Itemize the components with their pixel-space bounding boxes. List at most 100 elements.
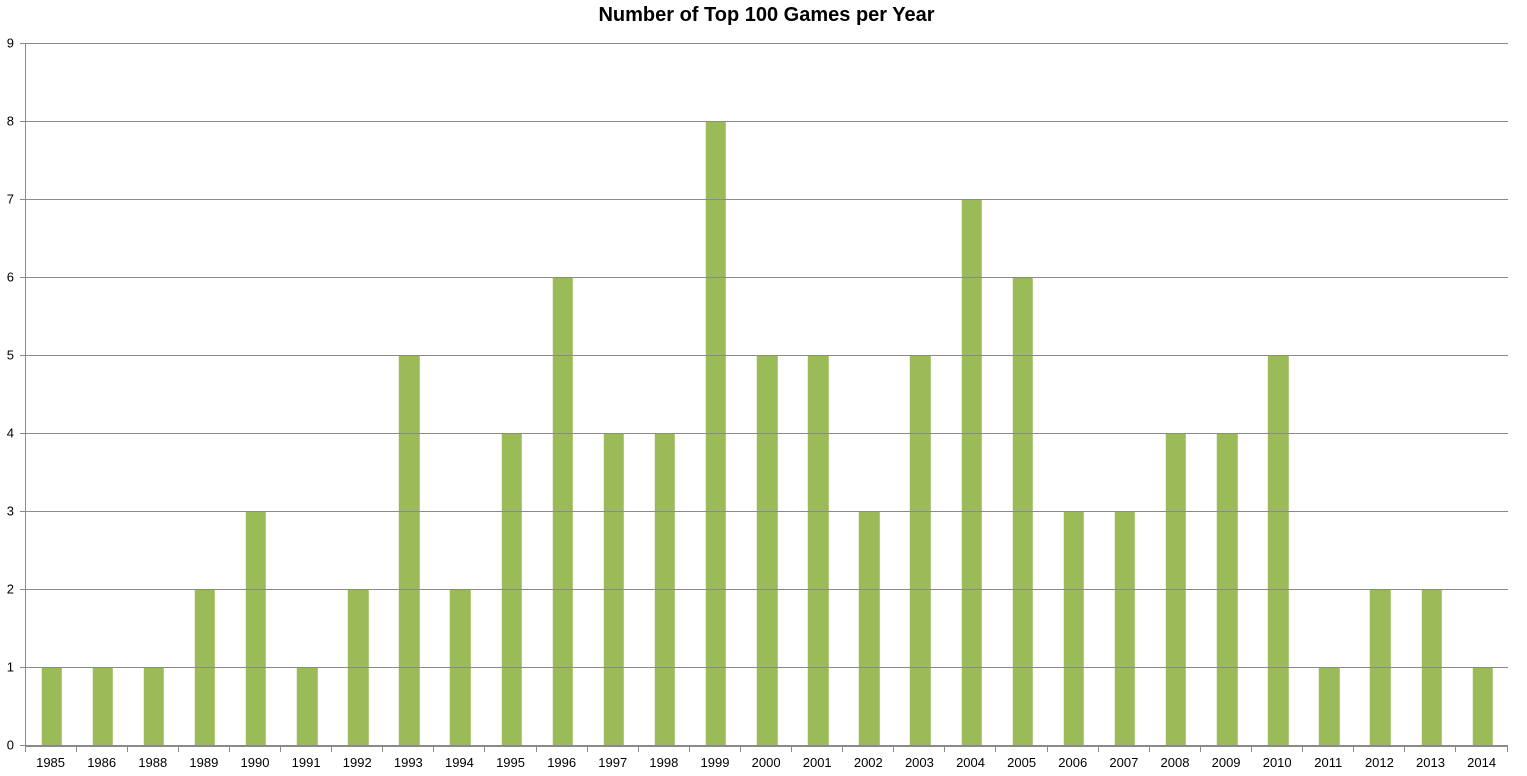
bar-slot-2010	[1253, 43, 1304, 745]
bar-slot-1996	[537, 43, 588, 745]
bar-slot-1993	[384, 43, 435, 745]
bar-slot-1989	[179, 43, 230, 745]
bar-2000	[756, 355, 778, 745]
bar-slot-2001	[793, 43, 844, 745]
x-axis-tick-mark-3	[177, 747, 179, 752]
bar-1986	[92, 667, 113, 745]
bar-slot-2014	[1457, 43, 1508, 745]
x-axis-tick-mark-16	[842, 747, 844, 752]
bar-2004	[961, 199, 982, 745]
x-axis-tick-mark-21	[1097, 747, 1099, 752]
x-axis-tick-label-1994: 1994	[444, 755, 474, 770]
bar-slot-1990	[230, 43, 281, 745]
y-axis-tick-mark-2	[20, 588, 25, 590]
x-axis-tick-mark-27	[1404, 747, 1406, 752]
x-axis-tick-mark-23	[1199, 747, 1201, 752]
x-axis-tick-label-1995: 1995	[496, 755, 525, 770]
bar-2014	[1472, 667, 1493, 745]
x-axis-tick-label-2011: 2011	[1314, 755, 1343, 770]
bar-2006	[1063, 511, 1084, 745]
y-axis-tick-label-4: 4	[6, 425, 14, 441]
x-axis-tick-label-2005: 2005	[1007, 755, 1037, 770]
x-axis-tick-mark-26	[1353, 747, 1355, 752]
gridline-y-8	[26, 120, 1508, 122]
y-axis-tick-label-2: 2	[6, 581, 14, 597]
x-axis-tick-label-2012: 2012	[1364, 755, 1394, 770]
y-axis-tick-label-0: 0	[6, 737, 14, 753]
bar-slot-2007	[1099, 43, 1150, 745]
y-axis-tick-mark-6	[20, 276, 25, 278]
bar-2010	[1267, 355, 1289, 745]
bar-slot-1994	[435, 43, 486, 745]
x-axis-tick-label-1991: 1991	[291, 755, 321, 770]
gridline-y-9	[26, 42, 1508, 44]
x-axis-tick-mark-20	[1046, 747, 1048, 752]
gridline-y-4	[26, 432, 1508, 434]
bar-series	[26, 43, 1508, 745]
bar-slot-2004	[946, 43, 997, 745]
bar-1988	[143, 667, 164, 745]
y-axis-tick-label-8: 8	[6, 113, 14, 129]
bar-1990	[245, 511, 267, 745]
x-axis-tick-label-2014: 2014	[1467, 755, 1497, 770]
x-axis-tick-label-2009: 2009	[1211, 755, 1241, 770]
bar-slot-1988	[128, 43, 179, 745]
x-axis-tick-mark-5	[280, 747, 282, 752]
y-axis-tick-mark-3	[20, 510, 25, 512]
gridline-y-6	[26, 276, 1508, 278]
bar-1993	[399, 355, 420, 745]
x-axis-tick-mark-7	[382, 747, 384, 752]
x-axis-tick-label-1985: 1985	[36, 755, 66, 770]
x-axis-tick-mark-9	[484, 747, 486, 752]
x-axis-tick-mark-12	[637, 747, 639, 752]
x-axis-tick-label-1990: 1990	[240, 755, 270, 770]
x-axis-tick-label-2008: 2008	[1160, 755, 1190, 770]
bar-1985	[41, 667, 62, 745]
x-axis-tick-mark-25	[1302, 747, 1304, 752]
bar-1991	[296, 667, 318, 745]
x-axis-tick-label-2013: 2013	[1416, 755, 1445, 770]
bar-2003	[910, 355, 931, 745]
bar-slot-1992	[333, 43, 384, 745]
bar-slot-2000	[742, 43, 793, 745]
bar-slot-1997	[588, 43, 639, 745]
x-axis-tick-mark-28	[1455, 747, 1457, 752]
bar-2007	[1114, 511, 1136, 745]
y-axis-tick-label-6: 6	[6, 269, 14, 285]
bar-slot-1995	[486, 43, 537, 745]
x-axis-tick-label-2006: 2006	[1058, 755, 1088, 770]
x-axis-tick-mark-29	[1506, 747, 1508, 752]
y-axis-tick-mark-7	[20, 198, 25, 200]
x-axis-tick-mark-14	[739, 747, 741, 752]
gridline-y-3	[26, 510, 1508, 512]
bar-2001	[807, 355, 829, 745]
x-axis-tick-label-1999: 1999	[700, 755, 730, 770]
bar-slot-1985	[26, 43, 77, 745]
x-axis-tick-label-1992: 1992	[342, 755, 372, 770]
x-axis-tick-label-2010: 2010	[1262, 755, 1292, 770]
y-axis-tick-label-5: 5	[6, 347, 14, 363]
x-axis-tick-mark-24	[1250, 747, 1252, 752]
x-axis-tick-label-1998: 1998	[649, 755, 679, 770]
bar-slot-2013	[1406, 43, 1457, 745]
x-axis-tick-label-2002: 2002	[853, 755, 883, 770]
bar-slot-2012	[1355, 43, 1406, 745]
x-axis-tick-mark-19	[995, 747, 997, 752]
y-axis-tick-label-1: 1	[6, 659, 14, 675]
bar-slot-1998	[639, 43, 690, 745]
bar-slot-2009	[1202, 43, 1253, 745]
y-axis-tick-label-7: 7	[6, 191, 14, 207]
x-axis-tick-mark-13	[688, 747, 690, 752]
y-axis-tick-mark-5	[20, 354, 25, 356]
bar-slot-2003	[895, 43, 946, 745]
bar-slot-1986	[77, 43, 128, 745]
x-axis-tick-label-2004: 2004	[956, 755, 985, 770]
plot-area	[25, 42, 1508, 747]
bar-2002	[859, 511, 880, 745]
bar-slot-2002	[844, 43, 895, 745]
bar-slot-2006	[1048, 43, 1099, 745]
x-axis-tick-label-1986: 1986	[87, 755, 117, 770]
x-axis-tick-label-1993: 1993	[393, 755, 423, 770]
x-axis-tick-label-1988: 1988	[138, 755, 168, 770]
